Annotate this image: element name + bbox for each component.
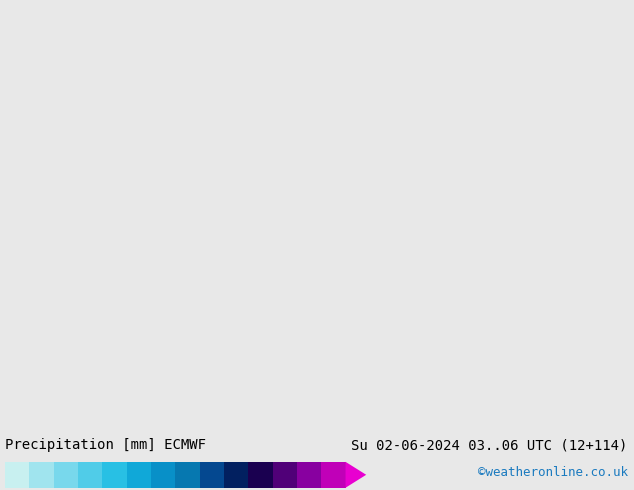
Bar — [321, 462, 346, 488]
Text: Precipitation [mm] ECMWF: Precipitation [mm] ECMWF — [5, 438, 206, 452]
Bar — [200, 462, 224, 488]
Bar — [175, 462, 200, 488]
Bar — [151, 462, 175, 488]
Bar — [29, 462, 54, 488]
Bar — [224, 462, 249, 488]
Bar — [54, 462, 78, 488]
Bar — [78, 462, 102, 488]
Bar — [249, 462, 273, 488]
Polygon shape — [346, 462, 366, 488]
Text: Su 02-06-2024 03..06 UTC (12+114): Su 02-06-2024 03..06 UTC (12+114) — [351, 438, 628, 452]
Bar — [297, 462, 321, 488]
Text: ©weatheronline.co.uk: ©weatheronline.co.uk — [477, 466, 628, 479]
Bar — [127, 462, 151, 488]
Bar — [102, 462, 127, 488]
Bar — [273, 462, 297, 488]
Bar — [5, 462, 29, 488]
